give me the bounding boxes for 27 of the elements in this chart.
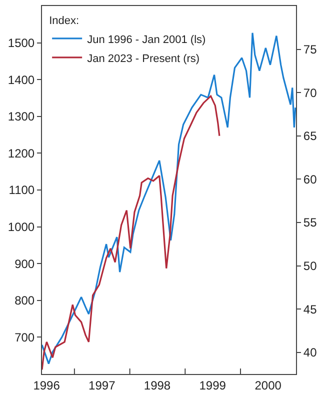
y2-tick-label: 55 — [303, 216, 318, 230]
y2-tick-label: 65 — [303, 129, 318, 144]
y2-tick-label: 70 — [303, 86, 318, 100]
legend-label: Jun 1996 - Jan 2001 (ls) — [87, 34, 206, 46]
x-tick-label: 2000 — [254, 378, 282, 392]
legend-title: Index: — [49, 14, 80, 27]
y-tick-label: 900 — [14, 256, 35, 271]
y2-tick-label: 60 — [303, 172, 318, 186]
x-tick-label: 1997 — [88, 378, 116, 392]
x-tick-label: 1999 — [199, 378, 226, 392]
y-tick-label: 1000 — [8, 220, 35, 234]
y-tick-label: 1200 — [8, 146, 35, 160]
y-tick-label: 800 — [14, 294, 35, 308]
y-tick-label: 700 — [14, 330, 35, 344]
legend-label: Jan 2023 - Present (rs) — [87, 52, 200, 65]
x-tick-label: 1996 — [33, 378, 60, 392]
line-series — [42, 32, 296, 364]
y-tick-label: 1500 — [8, 36, 35, 50]
y-tick-label: 1100 — [8, 183, 35, 198]
y2-tick-label: 45 — [303, 302, 318, 316]
x-tick-label: 1998 — [144, 378, 171, 392]
y-tick-label: 1300 — [8, 110, 35, 124]
y2-tick-label: 75 — [303, 42, 318, 56]
y2-tick-label: 50 — [303, 258, 318, 273]
line-series — [42, 95, 220, 370]
y2-tick-label: 40 — [303, 346, 318, 360]
y-tick-label: 1400 — [8, 72, 35, 87]
